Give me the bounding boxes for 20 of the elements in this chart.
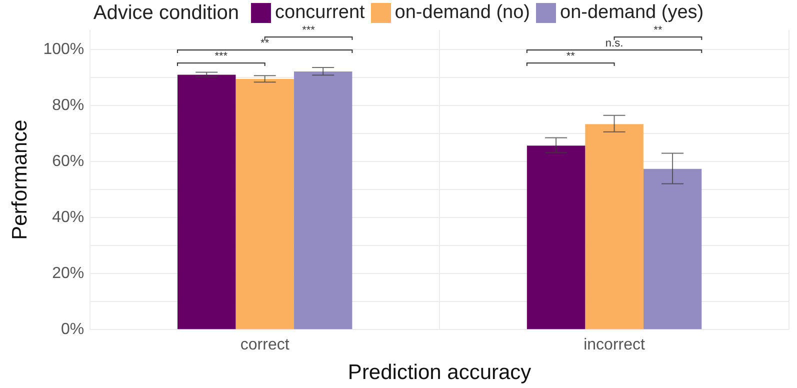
x-tick-label: incorrect	[584, 336, 646, 354]
y-tick-label: 0%	[60, 321, 84, 338]
x-axis-title: Prediction accuracy	[348, 361, 532, 384]
legend-title: Advice condition	[93, 2, 240, 24]
annotation: ***	[214, 50, 228, 63]
y-tick-label: 60%	[52, 153, 84, 170]
legend-label: concurrent	[275, 2, 365, 24]
x-tick-label: correct	[240, 336, 290, 354]
y-tick-label: 100%	[43, 41, 84, 58]
annotation: n.s.	[605, 38, 624, 50]
y-tick-label: 40%	[52, 209, 84, 226]
y-tick-label: 80%	[52, 97, 84, 114]
legend-label: on-demand (no)	[394, 2, 530, 24]
annotation: **	[566, 50, 576, 63]
y-axis-title: Performance	[8, 120, 32, 240]
annotation: **	[654, 24, 663, 37]
legend-label: on-demand (yes)	[560, 2, 704, 24]
annotation: ***	[302, 24, 316, 37]
y-tick-label: 20%	[52, 265, 84, 282]
annotation: **	[260, 38, 270, 50]
